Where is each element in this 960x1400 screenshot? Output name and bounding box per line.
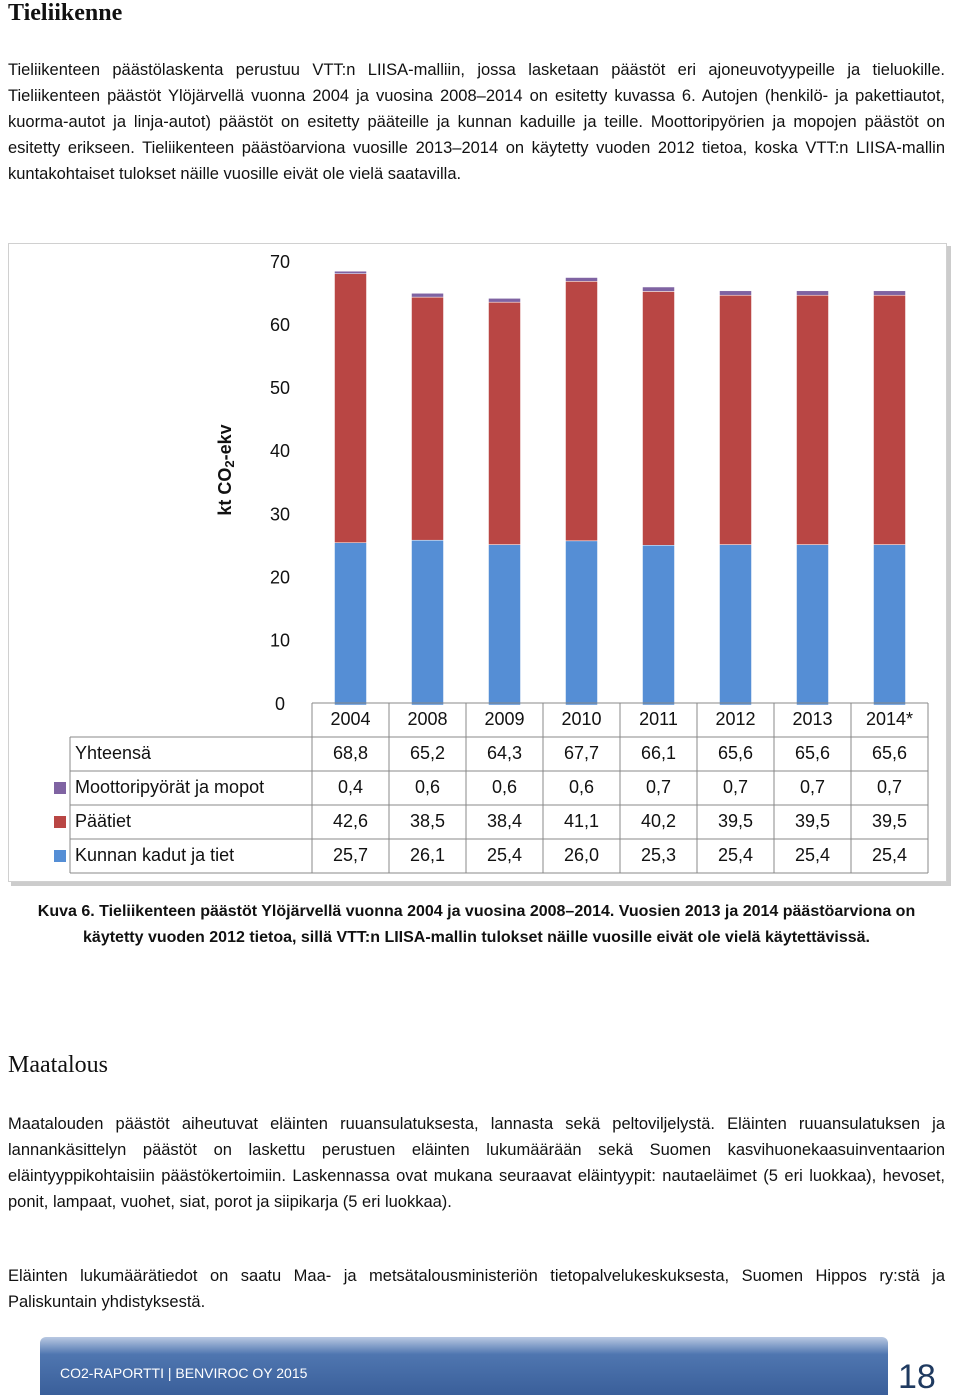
y-tick-label: 10 [270,631,290,651]
bar-segment [873,294,906,545]
y-tick-label: 40 [270,441,290,461]
total-label: 65,6 [718,743,753,763]
table-value: 39,5 [718,811,753,831]
legend-label: Päätiet [75,811,131,831]
bar-segment [719,544,752,706]
legend-swatch [54,782,66,794]
bar-segment [565,540,598,706]
y-tick-label: 30 [270,504,290,524]
y-axis-label: kt CO2-ekv [215,424,238,515]
bar-segment [796,294,829,545]
x-tick-label: 2014* [866,709,913,729]
bar-segment [873,290,906,296]
table-value: 42,6 [333,811,368,831]
table-value: 38,5 [410,811,445,831]
bar-segment [719,294,752,545]
heading: Tieliikenne [8,0,123,26]
table-value: 0,7 [800,777,825,797]
total-label: 65,6 [795,743,830,763]
table-value: 0,6 [492,777,517,797]
y-tick-label: 50 [270,378,290,398]
bar-segment [642,286,675,292]
bar-segment [642,291,675,546]
bar-segment [411,293,444,298]
table-value: 25,4 [795,845,830,865]
table-value: 39,5 [872,811,907,831]
paragraph: Maatalouden päästöt aiheutuvat eläinten … [8,1115,945,1211]
table-value: 39,5 [795,811,830,831]
bar-segment [488,544,521,706]
table-value: 0,7 [646,777,671,797]
x-tick-label: 2010 [561,709,601,729]
footer-bar: CO2-RAPORTTI | BENVIROC OY 2015 [40,1337,888,1395]
table-value: 40,2 [641,811,676,831]
bar-segment [411,296,444,541]
total-label: 68,8 [333,743,368,763]
bar-segment [796,544,829,706]
x-tick-label: 2009 [484,709,524,729]
x-tick-label: 2004 [330,709,370,729]
table-value: 0,6 [569,777,594,797]
y-tick-label: 70 [270,252,290,272]
x-tick-label: 2008 [407,709,447,729]
bar-segment [411,539,444,706]
legend-label: Kunnan kadut ja tiet [75,845,234,865]
bar-segment [334,542,367,706]
table-value: 25,4 [872,845,907,865]
y-label-text: kt CO [215,468,235,516]
y-tick-label: 60 [270,315,290,335]
table-value: 0,6 [415,777,440,797]
table-value: 0,7 [877,777,902,797]
x-tick-label: 2011 [639,709,678,729]
table-value: 41,1 [564,811,599,831]
table-value: 26,1 [410,845,445,865]
x-tick-label: 2012 [715,709,755,729]
table-value: 0,7 [723,777,748,797]
bar-segment [719,290,752,296]
table-value: 25,4 [487,845,522,865]
chart-frame [8,243,947,882]
caption: Kuva 6. Tieliikenteen päästöt Ylöjärvell… [37,903,916,946]
y-tick-label: 20 [270,567,290,587]
y-label-sub: 2 [222,460,237,467]
total-label: 65,2 [410,743,445,763]
paragraph: Tieliikenteen päästölaskenta perustuu VT… [8,61,945,183]
table-value: 25,7 [333,845,368,865]
bar-segment [334,270,367,274]
paragraph: Eläinten lukumäärätiedot on saatu Maa- j… [8,1267,945,1311]
bar-segment [565,277,598,282]
page-number: 18 [898,1358,936,1396]
bar-segment [334,273,367,543]
legend-swatch [54,816,66,828]
total-label: 66,1 [641,743,676,763]
legend-label: Moottoripyörät ja mopot [75,777,264,797]
bar-segment [873,544,906,706]
table-value: 0,4 [338,777,363,797]
y-tick-label: 0 [275,694,285,714]
total-label: 65,6 [872,743,907,763]
y-label-after: -ekv [215,424,235,460]
bar-segment [796,290,829,296]
table-value: 25,3 [641,845,676,865]
table-value: 25,4 [718,845,753,865]
row-label: Yhteensä [75,743,152,763]
table-value: 38,4 [487,811,522,831]
bar-segment [642,544,675,706]
table-value: 26,0 [564,845,599,865]
x-tick-label: 2013 [792,709,832,729]
bar-segment [488,301,521,545]
heading: Maatalous [8,1052,108,1078]
total-label: 67,7 [564,743,599,763]
bar-segment [565,281,598,542]
total-label: 64,3 [487,743,522,763]
legend-swatch [54,850,66,862]
footer-text: CO2-RAPORTTI | BENVIROC OY 2015 [60,1365,308,1381]
bar-segment [488,298,521,303]
